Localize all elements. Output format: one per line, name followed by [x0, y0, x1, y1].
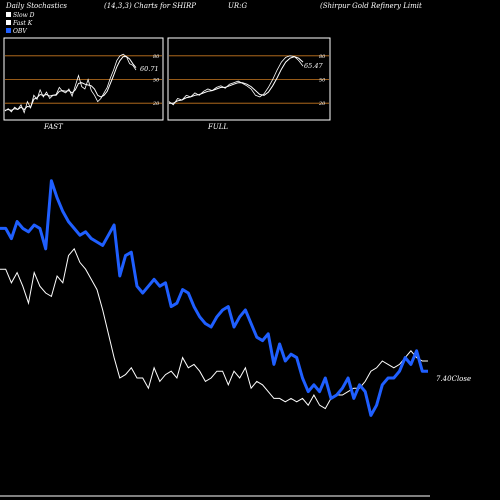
obv-line	[0, 179, 428, 417]
legend-swatch-slow-d	[6, 12, 11, 17]
fast-slow-d-line	[4, 56, 137, 111]
full-level-labels: 80 50 20	[318, 54, 326, 107]
fast-fast-k-line	[4, 53, 137, 114]
close-value-label: 7.40Close	[436, 375, 471, 383]
full-level-20-label: 20	[318, 101, 326, 107]
full-level-50-label: 50	[319, 78, 326, 84]
fast-level-lines	[5, 55, 162, 104]
fast-level-labels: 80 50 20	[152, 54, 160, 107]
legend-swatch-obv	[6, 28, 11, 33]
fast-last-value: 60.71	[140, 65, 159, 73]
close-price-line	[0, 247, 428, 410]
full-level-lines	[169, 55, 329, 104]
fast-level-20-label: 20	[152, 101, 160, 107]
legend-label-slow-d: Slow D	[13, 12, 35, 19]
legend-label-obv: OBV	[13, 28, 27, 35]
chart-company: (Shirpur Gold Refinery Limit	[320, 2, 422, 10]
full-panel: 80 50 20 65.47 FULL	[167, 37, 331, 131]
legend-swatch-fast-k	[6, 20, 11, 25]
chart-params: (14,3,3) Charts for SHIRP	[104, 2, 196, 10]
fast-panel: 80 50 20 60.71 FAST	[3, 37, 164, 131]
full-fast-k-line	[168, 55, 304, 106]
main-panel: 7.40Close	[0, 179, 471, 497]
chart-title: Daily Stochastics	[5, 2, 67, 10]
chart-symbol: UR:G	[228, 2, 248, 10]
legend-label-fast-k: Fast K	[12, 20, 33, 27]
full-panel-label: FULL	[207, 123, 228, 131]
legend: Slow D Fast K OBV	[6, 12, 35, 35]
fast-panel-frame	[3, 37, 164, 121]
full-last-value: 65.47	[304, 62, 323, 70]
fast-level-50-label: 50	[153, 78, 160, 84]
full-panel-frame	[167, 37, 331, 121]
full-level-80-label: 80	[319, 54, 326, 60]
fast-panel-label: FAST	[43, 123, 64, 131]
fast-level-80-label: 80	[153, 54, 160, 60]
